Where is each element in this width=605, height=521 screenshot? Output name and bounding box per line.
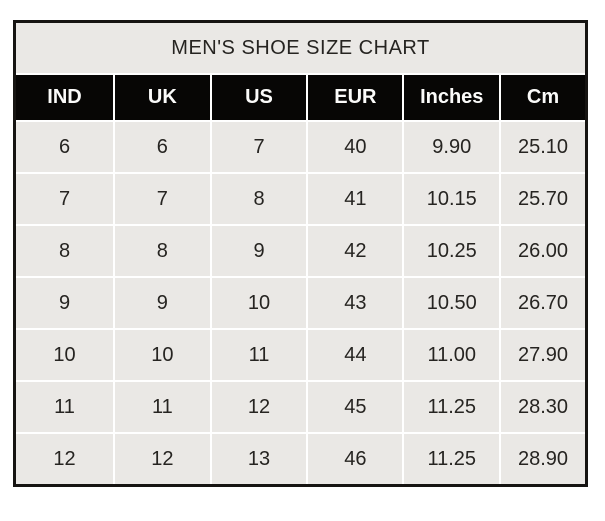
table-head: MEN'S SHOE SIZE CHART IND UK US EUR Inch… [13,20,588,122]
table-cell: 10 [209,276,309,330]
table-cell: 43 [306,276,405,330]
table-cell: 25.10 [499,120,588,174]
table-cell: 46 [306,432,405,487]
table-row: 10 10 11 44 11.00 27.90 [13,328,588,382]
table-cell: 9.90 [402,120,502,174]
table-cell: 11.00 [402,328,502,382]
column-header-inches: Inches [402,73,502,122]
table-cell: 41 [306,172,405,226]
table-cell: 11.25 [402,432,502,487]
header-row: IND UK US EUR Inches Cm [13,73,588,122]
title-row: MEN'S SHOE SIZE CHART [13,20,588,75]
shoe-size-chart-table: MEN'S SHOE SIZE CHART IND UK US EUR Inch… [13,20,588,487]
table-cell: 10.15 [402,172,502,226]
table-cell: 8 [13,224,116,278]
table-cell: 11 [113,380,212,434]
table-cell: 28.90 [499,432,588,487]
column-header-us: US [209,73,309,122]
table-cell: 6 [113,120,212,174]
column-header-ind: IND [13,73,116,122]
table-cell: 12 [209,380,309,434]
table-cell: 26.70 [499,276,588,330]
table-body: 6 6 7 40 9.90 25.10 7 7 8 41 10.15 25.70 8 8 9 42 10.25 2… [13,120,588,487]
table-row: 6 6 7 40 9.90 25.10 [13,120,588,174]
table-cell: 8 [209,172,309,226]
table-cell: 10 [13,328,116,382]
table-cell: 10.50 [402,276,502,330]
column-header-uk: UK [113,73,212,122]
table-cell: 26.00 [499,224,588,278]
table-cell: 9 [209,224,309,278]
table-row: 12 12 13 46 11.25 28.90 [13,432,588,487]
table-cell: 12 [113,432,212,487]
table-cell: 7 [13,172,116,226]
table-cell: 45 [306,380,405,434]
column-header-eur: EUR [306,73,405,122]
table-cell: 42 [306,224,405,278]
table-cell: 12 [13,432,116,487]
table-row: 9 9 10 43 10.50 26.70 [13,276,588,330]
table-cell: 10.25 [402,224,502,278]
table-cell: 11.25 [402,380,502,434]
table-cell: 13 [209,432,309,487]
table-cell: 7 [209,120,309,174]
table-cell: 7 [113,172,212,226]
table-cell: 9 [13,276,116,330]
table-row: 11 11 12 45 11.25 28.30 [13,380,588,434]
table-cell: 25.70 [499,172,588,226]
table-cell: 9 [113,276,212,330]
table-cell: 11 [209,328,309,382]
chart-title: MEN'S SHOE SIZE CHART [13,20,588,75]
table-cell: 8 [113,224,212,278]
table-row: 7 7 8 41 10.15 25.70 [13,172,588,226]
table-cell: 44 [306,328,405,382]
table-row: 8 8 9 42 10.25 26.00 [13,224,588,278]
table-cell: 11 [13,380,116,434]
table-cell: 28.30 [499,380,588,434]
table-cell: 6 [13,120,116,174]
table-cell: 27.90 [499,328,588,382]
table-cell: 10 [113,328,212,382]
column-header-cm: Cm [499,73,588,122]
table-cell: 40 [306,120,405,174]
